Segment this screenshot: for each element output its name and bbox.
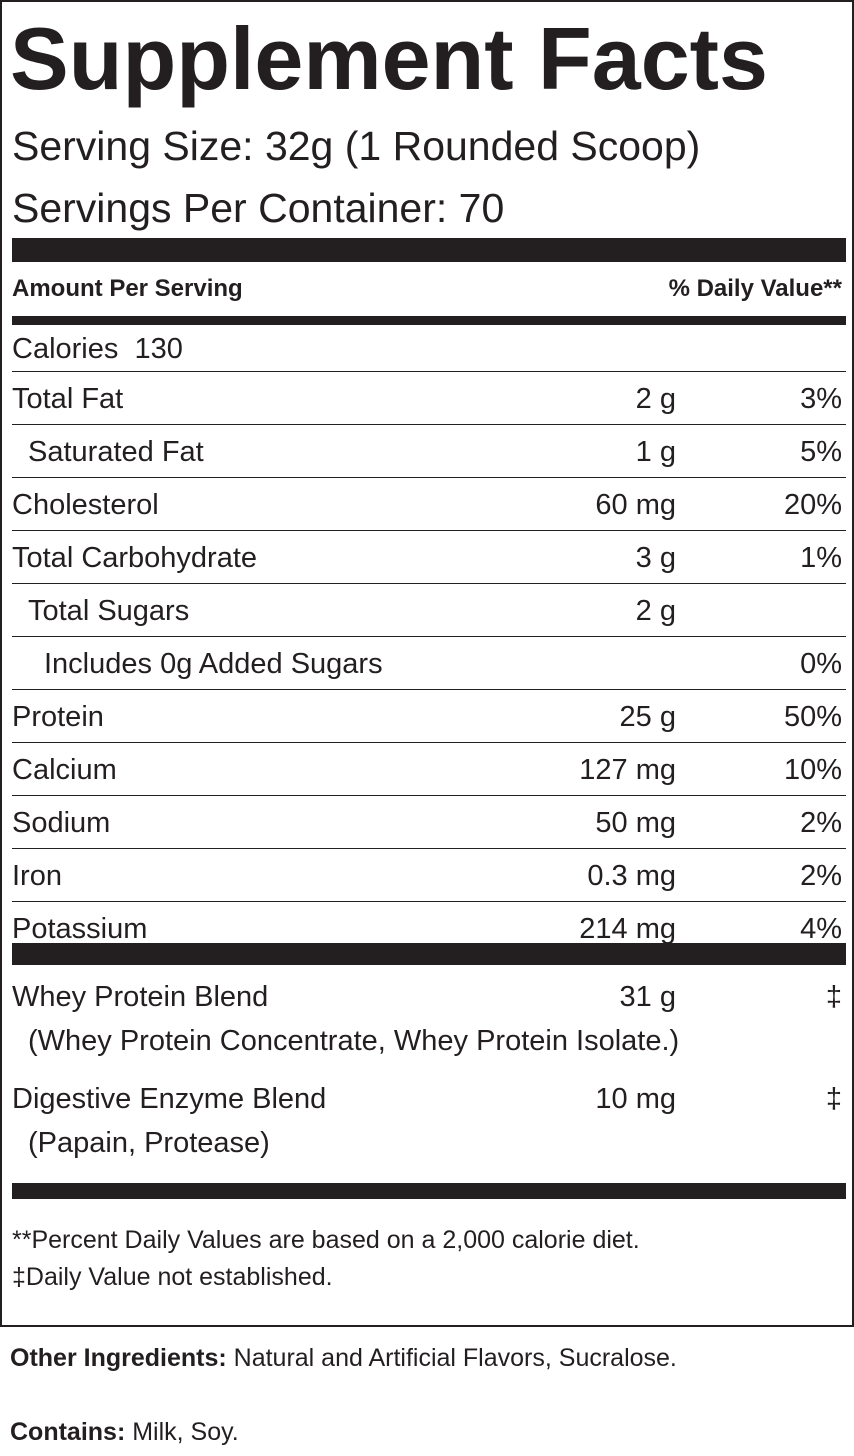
column-header: Amount Per Serving % Daily Value**: [12, 262, 846, 316]
nutrient: Protein: [12, 701, 104, 733]
blend-ingredients: (Whey Protein Concentrate, Whey Protein …: [28, 1025, 680, 1057]
daily-value: ‡: [825, 1083, 842, 1115]
facts-box: Supplement Facts Serving Size: 32g (1 Ro…: [0, 0, 854, 1327]
amount: 1 g: [635, 436, 676, 468]
nutrient: Iron: [12, 860, 62, 892]
amount: 31 g: [619, 981, 676, 1013]
text: Natural and Artificial Flavors, Sucralos…: [233, 1344, 677, 1372]
amount: 25 g: [619, 701, 676, 733]
daily-value: 5%: [800, 436, 842, 468]
blend-ingredients: (Papain, Protease): [28, 1127, 270, 1159]
column-label: % Daily Value**: [668, 275, 842, 302]
nutrient: Total Carbohydrate: [12, 542, 258, 574]
amount: 2 g: [635, 595, 676, 627]
amount: 0.3 mg: [587, 860, 676, 892]
servings-per-container: Servings Per Container: 70: [12, 185, 505, 231]
nutrient: Total Fat: [12, 383, 124, 415]
text: Milk, Soy.: [132, 1418, 239, 1446]
nutrient-row: Total Fat 2 g 3%: [12, 372, 846, 425]
nutrient-row: Total Carbohydrate 3 g 1%: [12, 531, 846, 584]
nutrient-row: Calcium 127 mg 10%: [12, 743, 846, 796]
amount: 2 g: [635, 383, 676, 415]
nutrient: Includes 0g Added Sugars: [44, 648, 383, 680]
amount: 50 mg: [595, 807, 676, 839]
title: Supplement Facts: [10, 9, 768, 108]
footnote: **Percent Daily Values are based on a 2,…: [12, 1226, 640, 1254]
other-ingredients: Other Ingredients: Natural and Artificia…: [10, 1340, 730, 1376]
amount: 127 mg: [579, 754, 676, 786]
daily-value: 50%: [783, 701, 842, 733]
blend-row: Digestive Enzyme Blend 10 mg ‡ (Papain, Pro…: [12, 1076, 846, 1172]
nutrient-row: Includes 0g Added Sugars 0%: [12, 637, 846, 690]
footnote: ‡Daily Value not established.: [12, 1263, 333, 1291]
nutrient-row: Protein 25 g 50%: [12, 690, 846, 743]
bar: [12, 316, 846, 325]
nutrient: Potassium: [12, 913, 148, 945]
nutrient: Cholesterol: [12, 489, 159, 521]
nutrient: Total Sugars: [28, 595, 190, 627]
label: Contains:: [10, 1418, 126, 1446]
amount: 60 mg: [595, 489, 676, 521]
serving-size: Serving Size: 32g (1 Rounded Scoop): [12, 123, 701, 169]
daily-value: ‡: [825, 981, 842, 1013]
daily-value: 2%: [800, 807, 842, 839]
nutrient-row: Potassium 214 mg 4%: [12, 902, 846, 945]
daily-value: 20%: [783, 489, 842, 521]
nutrient-row: Cholesterol 60 mg 20%: [12, 478, 846, 531]
calories-row: Calories 130: [12, 325, 846, 372]
nutrient-row: Iron 0.3 mg 2%: [12, 849, 846, 902]
nutrient-row: Sodium 50 mg 2%: [12, 796, 846, 849]
bar: [12, 1183, 846, 1199]
amount: 10 mg: [595, 1083, 676, 1115]
daily-value: 1%: [800, 542, 842, 574]
nutrient: Saturated Fat: [28, 436, 204, 468]
daily-value: 2%: [800, 860, 842, 892]
amount: 3 g: [635, 542, 676, 574]
thick-bar: [12, 943, 846, 965]
thick-bar: [12, 238, 846, 262]
nutrient-row: Saturated Fat 1 g 5%: [12, 425, 846, 478]
daily-value: 0%: [800, 648, 842, 680]
label: Other Ingredients:: [10, 1344, 227, 1372]
blend-row: Whey Protein Blend 31 g ‡ (Whey Protein Con…: [12, 974, 846, 1070]
amount: 214 mg: [579, 913, 676, 945]
blend-name: Digestive Enzyme Blend: [12, 1083, 327, 1115]
nutrient: Sodium: [12, 807, 111, 839]
contains: Contains: Milk, Soy.: [10, 1414, 239, 1450]
nutrient-row: Total Sugars 2 g: [12, 584, 846, 637]
daily-value: 10%: [783, 754, 842, 786]
column-label: Amount Per Serving: [12, 275, 243, 302]
nutrient: Calcium: [12, 754, 117, 786]
daily-value: 3%: [800, 383, 842, 415]
daily-value: 4%: [800, 913, 842, 945]
blend-name: Whey Protein Blend: [12, 981, 269, 1013]
calories: Calories 130: [12, 333, 183, 365]
